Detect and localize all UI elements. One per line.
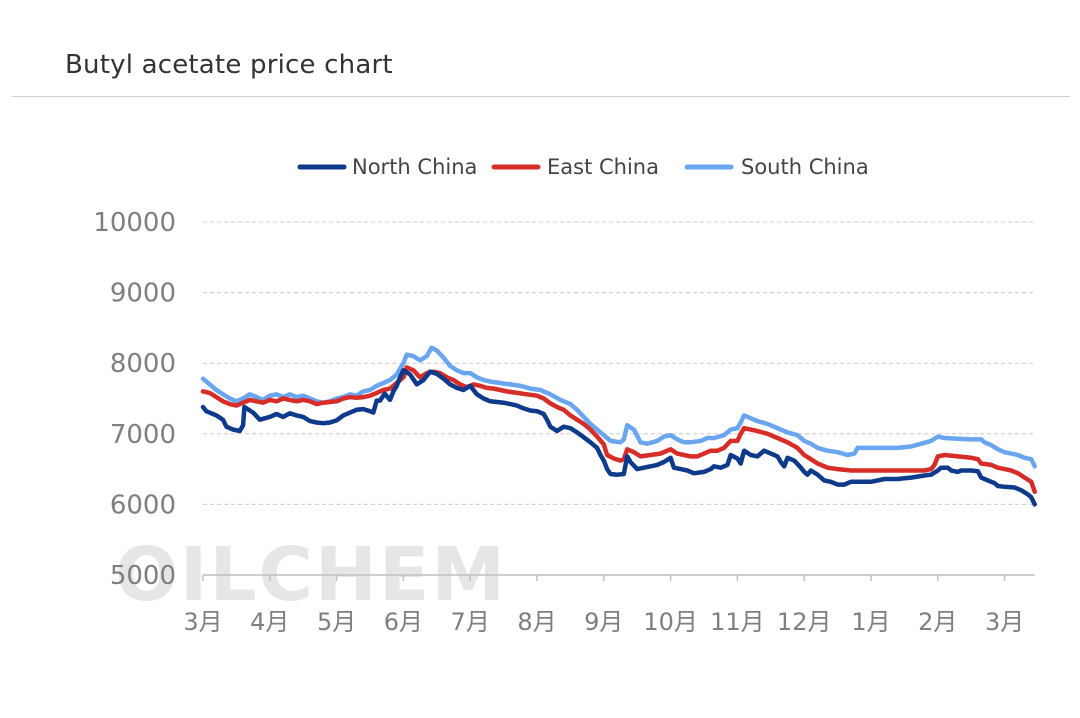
series-line-north-china bbox=[200, 368, 1037, 507]
legend-label-east-china: East China bbox=[547, 155, 659, 179]
x-tick-label: 8月 bbox=[517, 608, 556, 636]
x-tick-label: 9月 bbox=[584, 608, 623, 636]
x-tick-label: 12月 bbox=[777, 608, 832, 636]
y-tick-label: 9000 bbox=[110, 279, 176, 309]
axis-layer bbox=[202, 574, 1035, 581]
page-title: Butyl acetate price chart bbox=[65, 50, 393, 80]
x-tick-label: 3月 bbox=[183, 608, 222, 636]
legend-label-south-china: South China bbox=[741, 155, 869, 179]
x-tick-label: 11月 bbox=[710, 608, 765, 636]
y-tick-label: 10000 bbox=[93, 208, 176, 238]
legend-label-north-china: North China bbox=[352, 155, 477, 179]
x-tick-label: 10月 bbox=[643, 608, 698, 636]
x-tick-label: 5月 bbox=[317, 608, 356, 636]
legend: North China East China South China bbox=[297, 155, 869, 179]
series-line-east-china bbox=[200, 365, 1037, 494]
y-tick-labels: 5000 6000 7000 8000 9000 10000 bbox=[93, 208, 176, 591]
x-tick-label: 6月 bbox=[384, 608, 423, 636]
grid-layer bbox=[203, 221, 1035, 505]
x-tick-label: 4月 bbox=[250, 608, 289, 636]
x-tick-labels: 3月 4月 5月 6月 7月 8月 9月 10月 11月 12月 1月 2月 3月 bbox=[183, 608, 1024, 636]
y-tick-label: 5000 bbox=[110, 561, 176, 591]
series-line-south-china bbox=[200, 345, 1037, 469]
x-tick-label: 7月 bbox=[451, 608, 490, 636]
y-tick-label: 7000 bbox=[110, 420, 176, 450]
title-divider bbox=[12, 96, 1070, 97]
x-tick-label: 1月 bbox=[851, 608, 890, 636]
series-layer bbox=[200, 345, 1037, 507]
x-tick-label: 2月 bbox=[918, 608, 957, 636]
y-tick-label: 6000 bbox=[110, 490, 176, 520]
y-tick-label: 8000 bbox=[110, 349, 176, 379]
x-tick-label: 3月 bbox=[985, 608, 1024, 636]
